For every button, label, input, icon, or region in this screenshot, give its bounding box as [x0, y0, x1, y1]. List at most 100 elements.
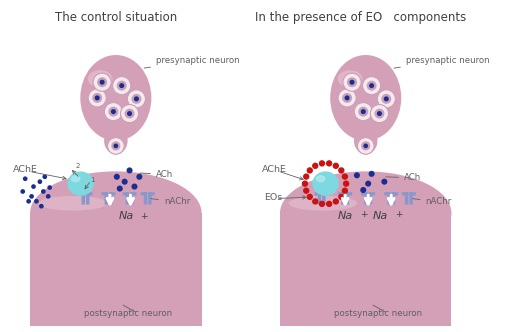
FancyBboxPatch shape [345, 192, 352, 196]
Circle shape [92, 93, 102, 103]
FancyBboxPatch shape [391, 192, 398, 196]
Circle shape [104, 103, 122, 121]
FancyBboxPatch shape [386, 192, 390, 205]
Circle shape [29, 194, 34, 199]
Ellipse shape [329, 55, 401, 141]
Circle shape [121, 179, 127, 185]
Circle shape [126, 167, 132, 173]
Circle shape [359, 187, 365, 193]
Circle shape [114, 143, 118, 148]
Text: presynaptic neuron: presynaptic neuron [393, 56, 489, 68]
FancyBboxPatch shape [314, 192, 320, 196]
Circle shape [117, 186, 123, 192]
Text: Na: Na [118, 211, 133, 221]
FancyBboxPatch shape [86, 192, 89, 205]
FancyBboxPatch shape [363, 192, 367, 205]
FancyBboxPatch shape [109, 192, 116, 196]
Circle shape [99, 80, 104, 85]
Circle shape [337, 89, 355, 107]
Circle shape [353, 172, 359, 178]
Circle shape [46, 194, 50, 199]
Circle shape [302, 188, 309, 194]
Circle shape [26, 199, 31, 204]
FancyBboxPatch shape [341, 192, 344, 205]
Text: postsynaptic neuron: postsynaptic neuron [84, 309, 172, 318]
Text: nAChr: nAChr [151, 197, 190, 206]
FancyBboxPatch shape [125, 192, 129, 205]
Circle shape [301, 181, 307, 187]
Circle shape [368, 171, 374, 177]
Text: postsynaptic neuron: postsynaptic neuron [333, 309, 421, 318]
Circle shape [341, 188, 347, 194]
Circle shape [370, 105, 388, 123]
FancyBboxPatch shape [409, 192, 415, 196]
Circle shape [337, 194, 344, 200]
FancyBboxPatch shape [368, 192, 372, 205]
Circle shape [332, 198, 338, 205]
Circle shape [114, 174, 120, 180]
Circle shape [369, 83, 374, 88]
Text: ACh: ACh [385, 173, 420, 182]
Circle shape [318, 201, 325, 207]
Text: EOs: EOs [263, 193, 281, 202]
FancyBboxPatch shape [360, 192, 367, 196]
Circle shape [364, 181, 371, 187]
Text: AChE: AChE [13, 165, 38, 174]
Ellipse shape [71, 175, 80, 182]
Circle shape [357, 137, 373, 154]
Bar [30, 213, 201, 326]
Circle shape [302, 173, 309, 180]
FancyBboxPatch shape [383, 192, 390, 196]
FancyBboxPatch shape [148, 192, 151, 205]
Circle shape [136, 174, 142, 180]
Ellipse shape [279, 171, 450, 255]
Circle shape [383, 96, 388, 101]
Circle shape [127, 90, 145, 108]
FancyBboxPatch shape [368, 192, 375, 196]
Circle shape [23, 176, 27, 181]
Circle shape [337, 167, 344, 174]
Circle shape [366, 81, 376, 91]
Circle shape [131, 184, 137, 190]
FancyBboxPatch shape [404, 192, 408, 205]
FancyBboxPatch shape [130, 192, 133, 205]
Circle shape [41, 189, 46, 194]
Ellipse shape [315, 175, 325, 182]
Circle shape [354, 103, 372, 121]
Ellipse shape [39, 196, 107, 210]
Text: ACh: ACh [140, 170, 173, 179]
Circle shape [342, 181, 349, 187]
Circle shape [381, 94, 390, 104]
Bar [279, 213, 450, 326]
FancyBboxPatch shape [109, 192, 112, 205]
Circle shape [363, 143, 367, 148]
Text: nAChr: nAChr [412, 197, 451, 206]
FancyBboxPatch shape [86, 192, 92, 196]
Circle shape [342, 73, 360, 91]
Circle shape [124, 109, 134, 119]
Circle shape [332, 163, 338, 169]
Text: +: + [359, 210, 366, 219]
Text: The control situation: The control situation [54, 11, 177, 24]
Circle shape [377, 90, 394, 108]
Circle shape [88, 89, 106, 107]
Circle shape [362, 77, 380, 95]
Circle shape [360, 109, 365, 114]
Circle shape [120, 105, 138, 123]
Circle shape [325, 160, 332, 167]
Circle shape [93, 73, 111, 91]
Circle shape [325, 201, 332, 207]
Text: Na: Na [373, 211, 387, 221]
Text: 2: 2 [75, 163, 80, 169]
Ellipse shape [88, 70, 112, 87]
FancyBboxPatch shape [140, 192, 147, 196]
FancyBboxPatch shape [122, 192, 129, 196]
Text: +: + [140, 212, 148, 221]
Circle shape [117, 81, 126, 91]
Circle shape [108, 107, 118, 117]
Ellipse shape [80, 55, 151, 141]
Text: Na: Na [336, 211, 352, 221]
Text: In the presence of EO   components: In the presence of EO components [254, 11, 466, 24]
Circle shape [110, 109, 116, 114]
FancyBboxPatch shape [78, 192, 84, 196]
